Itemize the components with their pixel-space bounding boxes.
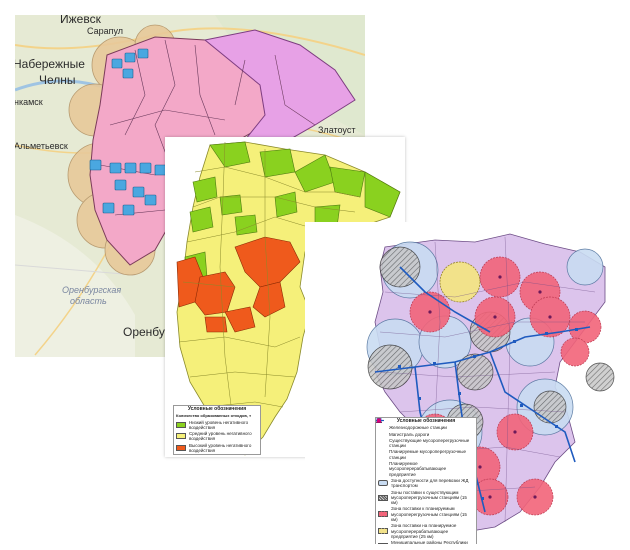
legend-label: Планируемые мусороперегрузочные станции [389, 449, 467, 460]
legend-label: Зона поставки на планируемое мусороперер… [391, 523, 457, 539]
city-label: нкамск [15, 97, 43, 107]
legend-label: Низкий уровень негативного воздействия [189, 419, 249, 430]
legend-item: Зона поставки к планируемым мусороперегр… [378, 506, 474, 522]
planned-processing-plant-icon [377, 418, 386, 472]
legend-item: Муниципальные районы Республики Башкорто… [378, 540, 474, 544]
legend-label: Железнодорожные станции [389, 425, 447, 431]
legend-item: Низкий уровень негативного воздействия [176, 420, 258, 431]
city-label: Сарапул [87, 26, 124, 36]
legend-item: Зона поставки на планируемое мусороперер… [378, 523, 474, 539]
existing-supply-zone-icon [378, 494, 388, 501]
legend-item: Средний уровень негативного воздействия [176, 431, 258, 442]
impact-map-canvas [176, 141, 401, 456]
legend-title: Условные обозначения [187, 406, 247, 412]
city-label: Ижевск [60, 15, 101, 26]
bus-station-markers [89, 48, 167, 216]
legend-label: Высокий уровень негативного воздействия [189, 442, 252, 454]
city-label: Златоуст [318, 125, 356, 135]
legend-label: Существующие мусороперегрузочные станции [389, 437, 470, 449]
region-label: Оренбургская [62, 285, 122, 295]
rail-access-zone-icon [378, 480, 388, 487]
legend-subtitle: Количество образованных отходов, т [176, 413, 252, 419]
legend-item: Зоны поставки к существующим мусороперег… [378, 490, 474, 506]
planned-transfer-station-icon [376, 418, 386, 457]
transfer-station-markers [428, 275, 552, 499]
city-label: Челны [39, 73, 76, 87]
legend-swatch [176, 421, 186, 428]
impact-legend: Условные обозначения Количество образова… [173, 405, 261, 456]
legend-label: Зона доступности для перевозки ЖД трансп… [391, 477, 469, 489]
road-line-icon [376, 419, 386, 437]
legend-label: Магистраль дороги [389, 431, 430, 437]
legend-item: Планируемые мусороперегрузочные станции [376, 418, 474, 460]
municipal-district-icon [378, 542, 388, 544]
planned-supply-zone-icon [378, 511, 388, 518]
legend-label: Зоны поставки к существующим мусороперег… [391, 489, 467, 506]
legend-title: Условные обозначения [396, 418, 456, 424]
legend-item: Существующие мусороперегрузочные станции [376, 418, 474, 449]
legend-swatch [176, 445, 186, 452]
legend-item: Железнодорожные станции [376, 418, 474, 431]
map-panel-impact[interactable]: Условные обозначения Количество образова… [165, 137, 405, 457]
legend-swatch [176, 433, 186, 440]
legend-item: Высокий уровень негативного воздействия [176, 443, 258, 454]
legend-label: Муниципальные районы Республики Башкорто… [391, 540, 468, 544]
legend-label: Планируемое мусороперерабатывающее предп… [389, 461, 447, 477]
logistics-legend: Условные обозначения Железнодорожные ста… [375, 417, 477, 544]
plant-supply-zone-icon [378, 528, 388, 535]
city-label: Оренбург [123, 325, 176, 339]
region-label: область [70, 296, 107, 306]
existing-transfer-station-icon [376, 418, 386, 446]
legend-label: Зона поставки к планируемым мусороперегр… [391, 506, 467, 523]
city-label: Альметьевск [15, 141, 68, 151]
legend-label: Средний уровень негативного воздействия [189, 431, 252, 442]
legend-item: Зона доступности для перевозки ЖД трансп… [378, 478, 474, 489]
legend-item: Планируемое мусороперерабатывающее предп… [377, 418, 474, 477]
railway-station-icon [376, 418, 386, 430]
legend-item: Магистраль дороги [376, 419, 474, 437]
logistics-map-canvas [366, 233, 615, 533]
map-panel-logistics[interactable]: Условные обозначения Железнодорожные ста… [305, 222, 625, 544]
city-label: Набережные [15, 57, 85, 71]
